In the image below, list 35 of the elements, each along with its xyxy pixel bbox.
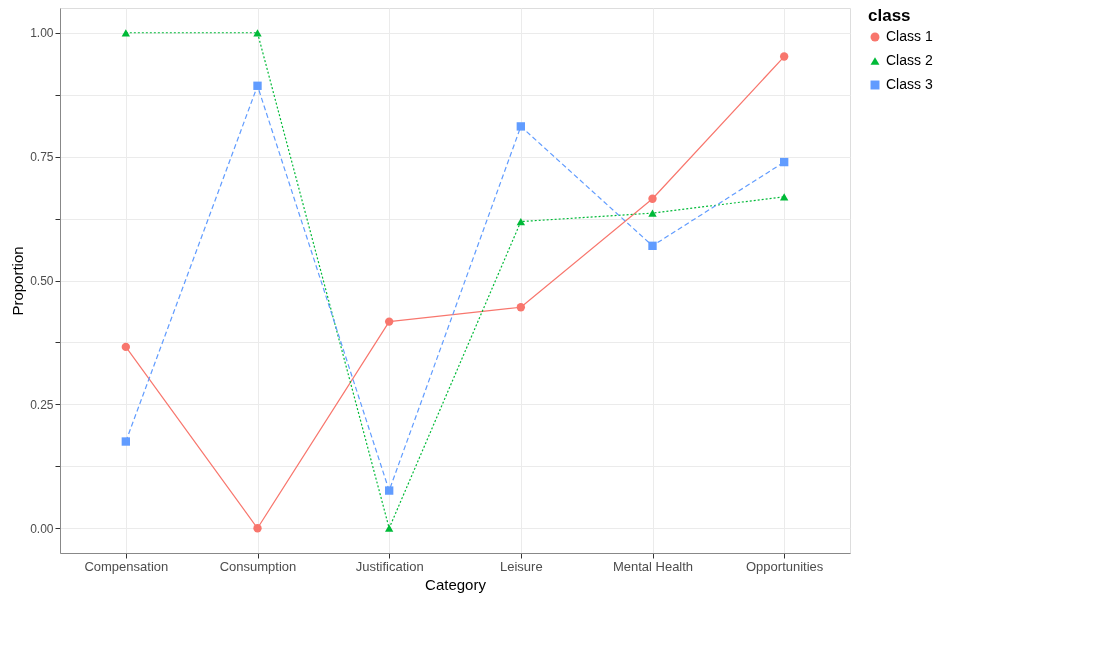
legend-title: class [868,6,911,25]
y-tick-label: 0.75 [30,150,54,165]
y-axis-title: Proportion [9,246,27,316]
point [384,524,394,532]
legend-label: Class 2 [886,52,933,68]
point [648,241,657,250]
x-tick-label: Consumption [219,558,297,574]
x-axis-title: Category [425,575,487,593]
point [384,317,394,326]
point [253,81,262,90]
point [121,29,131,37]
x-tick-label: Leisure [500,558,543,574]
x-tick-label: Justification [355,558,424,574]
point [516,217,526,226]
point [779,52,789,61]
point [121,437,131,446]
y-tick-label: 1.00 [30,26,54,41]
y-tick-label: 0.50 [30,274,54,288]
point [121,342,131,352]
point [779,193,789,201]
point [253,524,262,533]
legend-label: Class 1 [886,28,933,44]
point [516,122,526,131]
point [648,209,657,217]
y-tick-label: 0.25 [30,397,54,412]
x-tick-label: Mental Health [612,558,694,574]
point [253,29,262,37]
x-tick-label: Compensation [84,558,169,574]
point [779,157,789,167]
point [516,303,526,312]
x-tick-label: Opportunities [746,558,824,574]
point [384,486,394,495]
point [648,194,657,203]
y-tick-label: 0.00 [30,521,54,536]
legend-label: Class 3 [886,76,933,92]
